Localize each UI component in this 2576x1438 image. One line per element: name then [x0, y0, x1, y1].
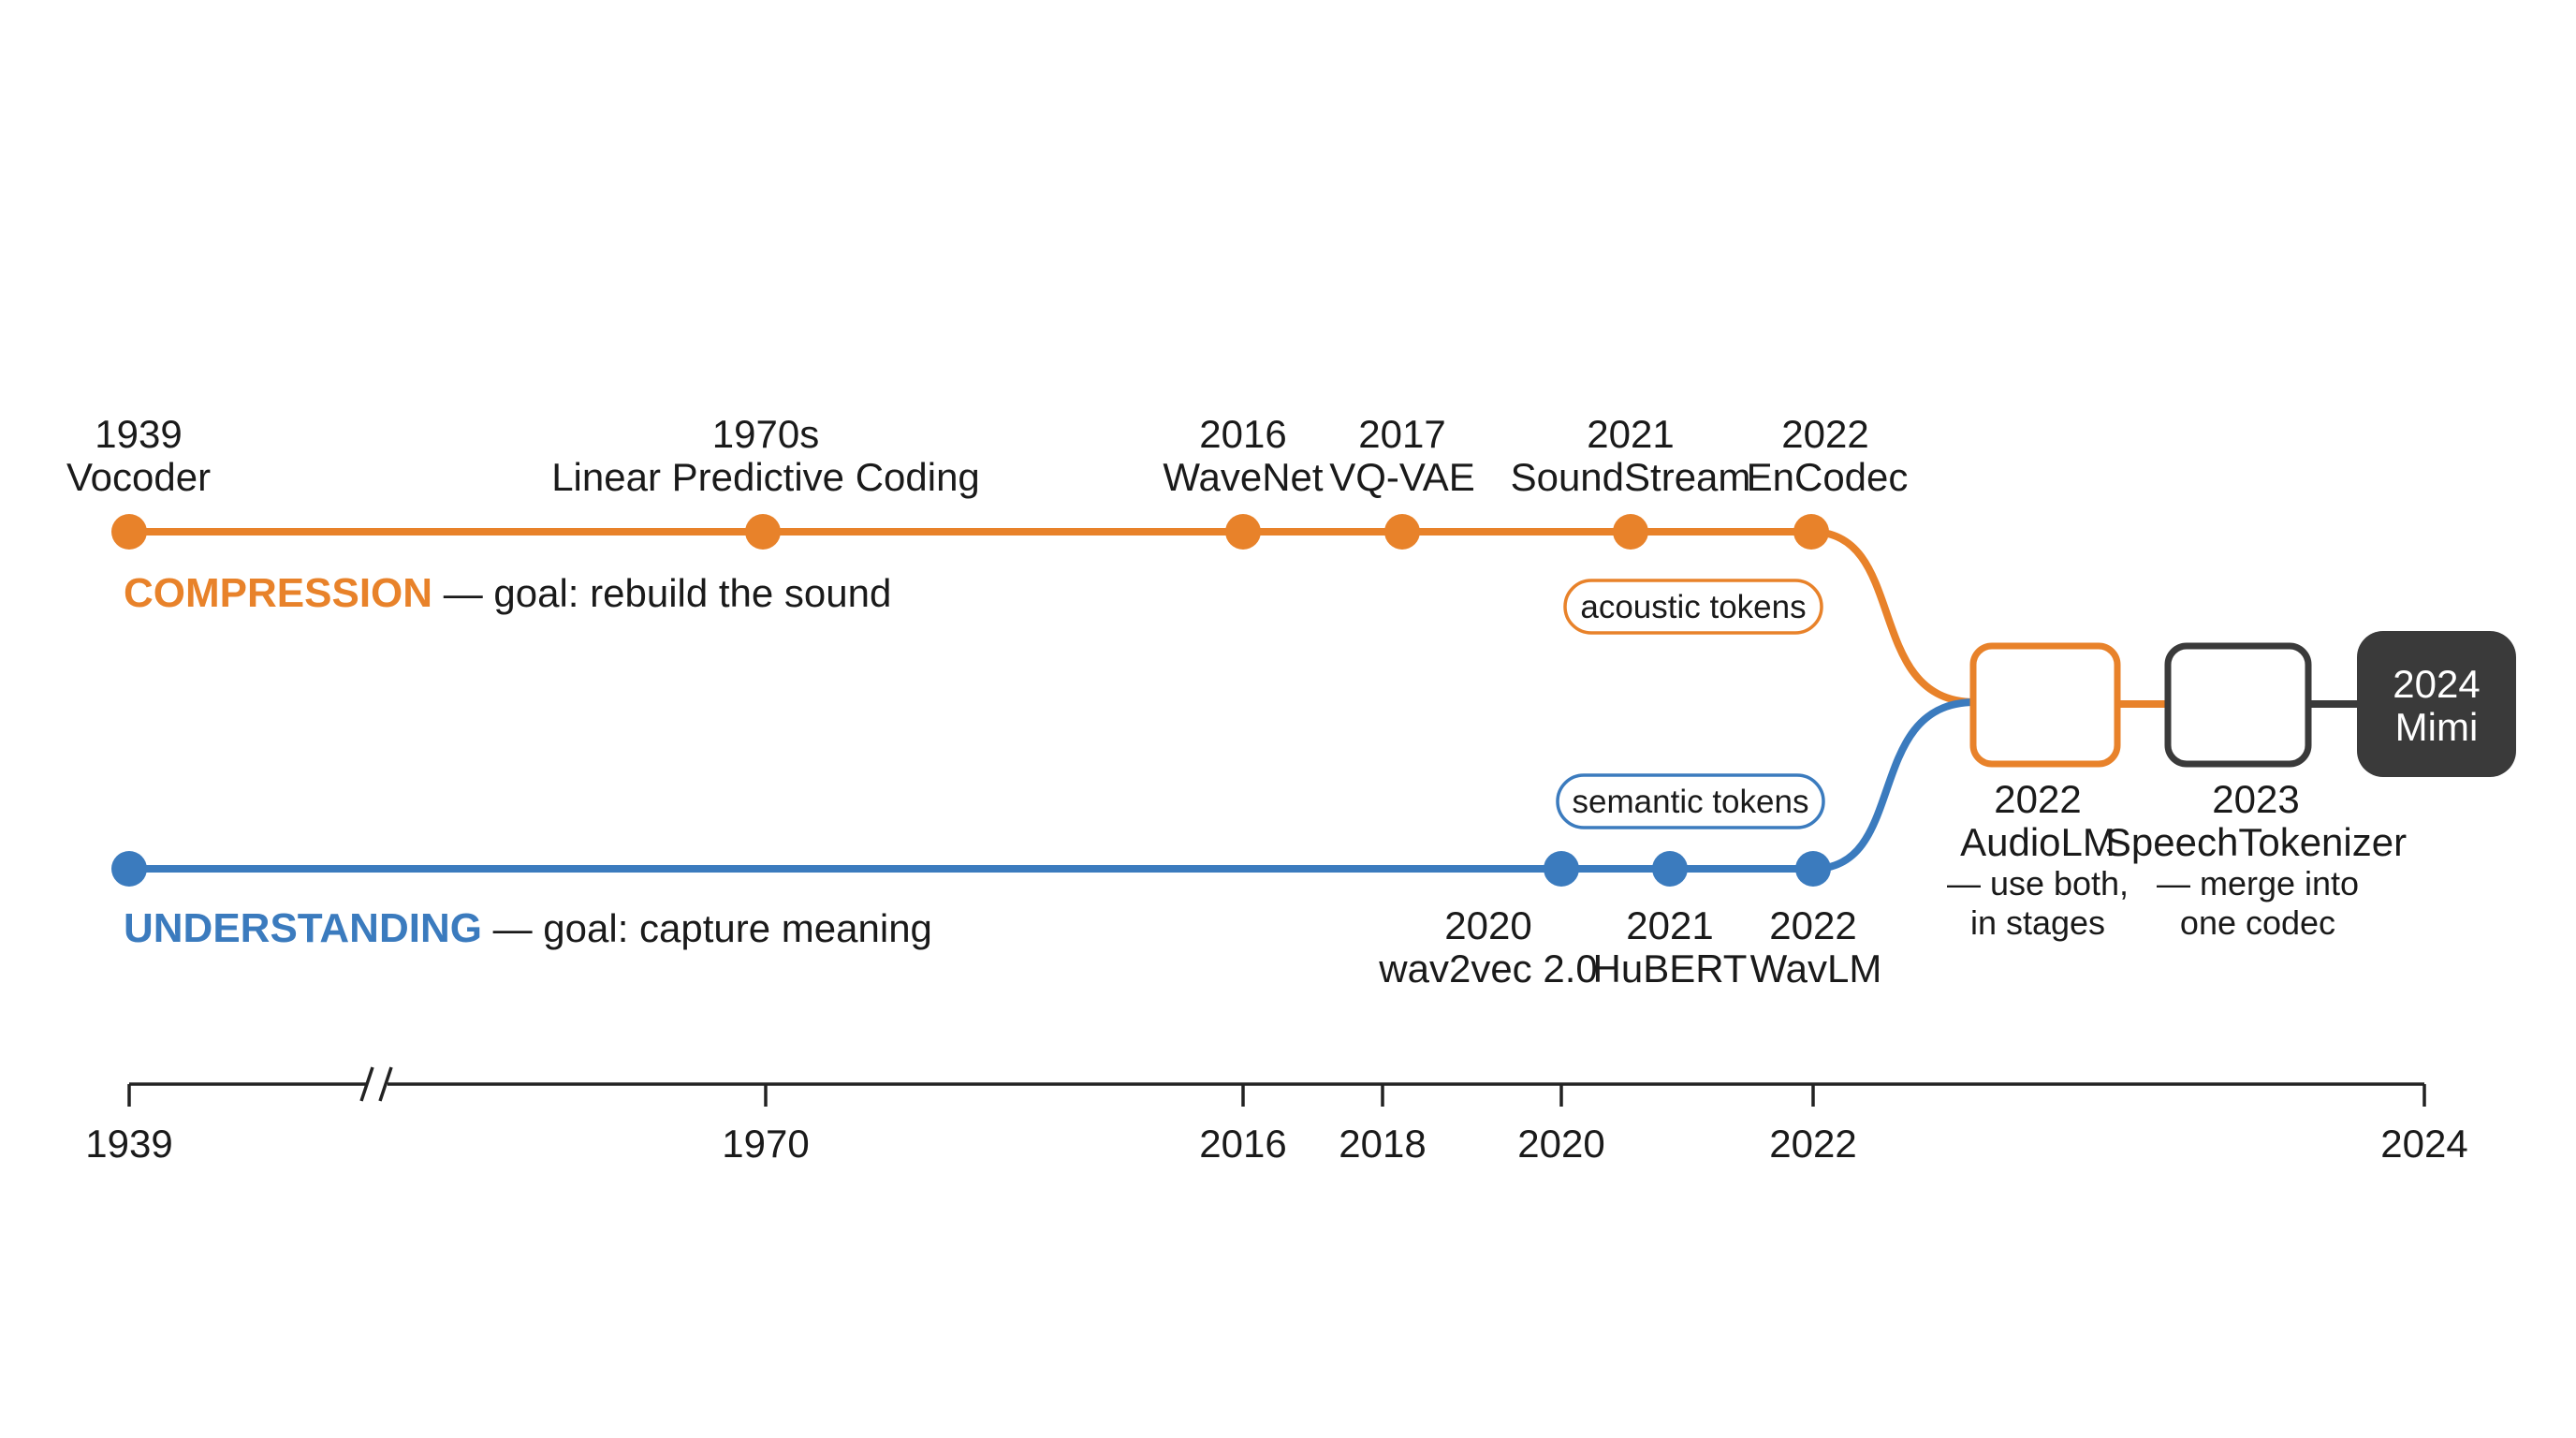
compression-heading: COMPRESSION — goal: rebuild the sound	[124, 570, 891, 616]
speechtokenizer-box	[2164, 642, 2312, 768]
audiolm-year: 2022	[1994, 777, 2081, 821]
merged-chain: 2024 Mimi 2022 AudioLM — use both, in st…	[1947, 631, 2516, 942]
axis-tick-label: 2016	[1199, 1122, 1286, 1166]
semantic-tokens-label: semantic tokens	[1573, 784, 1809, 820]
understanding-node-start	[111, 851, 147, 887]
axis-tick-label: 2024	[2380, 1122, 2467, 1166]
axis-tick-label: 2018	[1339, 1122, 1426, 1166]
audiolm-desc: — use both,	[1947, 864, 2129, 902]
event-year: 2021	[1626, 903, 1713, 947]
axis-tick-label: 1939	[85, 1122, 172, 1166]
event-name: SoundStream	[1511, 455, 1751, 499]
compression-node-2016	[1225, 514, 1261, 550]
understanding-title: UNDERSTANDING	[124, 905, 482, 951]
mimi-year: 2024	[2393, 662, 2480, 706]
axis-tick-label: 2022	[1769, 1122, 1856, 1166]
compression-node-2022	[1793, 514, 1829, 550]
event-name: VQ-VAE	[1329, 455, 1475, 499]
event-name: WaveNet	[1163, 455, 1323, 499]
compression-node-1939	[111, 514, 147, 550]
acoustic-tokens-label: acoustic tokens	[1580, 589, 1806, 625]
compression-node-2017	[1384, 514, 1420, 550]
speechtokenizer-desc: — merge into	[2157, 864, 2359, 902]
mimi-name: Mimi	[2395, 705, 2479, 749]
audiolm-name: AudioLM	[1960, 820, 2115, 864]
event-name: Linear Predictive Coding	[551, 455, 980, 499]
event-name: WavLM	[1750, 946, 1882, 990]
understanding-node-2021	[1652, 851, 1688, 887]
understanding-goal: — goal: capture meaning	[482, 906, 932, 950]
understanding-merge-curve	[1812, 698, 1976, 873]
compression-node-1970s	[745, 514, 781, 550]
understanding-node-2020	[1544, 851, 1579, 887]
compression-title: COMPRESSION	[124, 570, 432, 616]
acoustic-tokens-pill	[1563, 579, 1823, 635]
compression-node-2021	[1613, 514, 1648, 550]
event-year: 1970s	[712, 412, 819, 456]
event-year: 1939	[95, 412, 182, 456]
event-year: 2020	[1444, 903, 1531, 947]
event-name: wav2vec 2.0	[1378, 946, 1597, 990]
event-name: Vocoder	[66, 455, 211, 499]
compression-track: 1939 Vocoder 1970s Linear Predictive Cod…	[66, 412, 1976, 706]
axis-break-mark	[359, 1066, 393, 1102]
event-name: HuBERT	[1593, 946, 1748, 990]
event-year: 2017	[1358, 412, 1445, 456]
event-year: 2016	[1199, 412, 1286, 456]
compression-merge-curve	[1810, 528, 1976, 706]
time-axis: 1939 1970 2016 2018 2020 2022 2024	[85, 1066, 2468, 1166]
speechtokenizer-desc: one codec	[2180, 903, 2335, 942]
understanding-track: 2020 wav2vec 2.0 2021 HuBERT 2022 WavLM …	[111, 698, 1976, 990]
audiolm-box	[1969, 642, 2121, 768]
axis-tick-label: 2020	[1517, 1122, 1604, 1166]
event-name: EnCodec	[1747, 455, 1909, 499]
mimi-box	[2357, 631, 2516, 777]
event-year: 2021	[1587, 412, 1674, 456]
speechtokenizer-year: 2023	[2212, 777, 2299, 821]
compression-goal: — goal: rebuild the sound	[432, 571, 891, 615]
speechtokenizer-name: SpeechTokenizer	[2105, 820, 2407, 864]
event-year: 2022	[1781, 412, 1868, 456]
axis-tick-label: 1970	[722, 1122, 809, 1166]
understanding-node-2022	[1795, 851, 1831, 887]
semantic-tokens-pill	[1556, 773, 1825, 829]
event-year: 2022	[1769, 903, 1856, 947]
understanding-heading: UNDERSTANDING — goal: capture meaning	[124, 905, 932, 951]
audiolm-desc: in stages	[1970, 903, 2105, 942]
